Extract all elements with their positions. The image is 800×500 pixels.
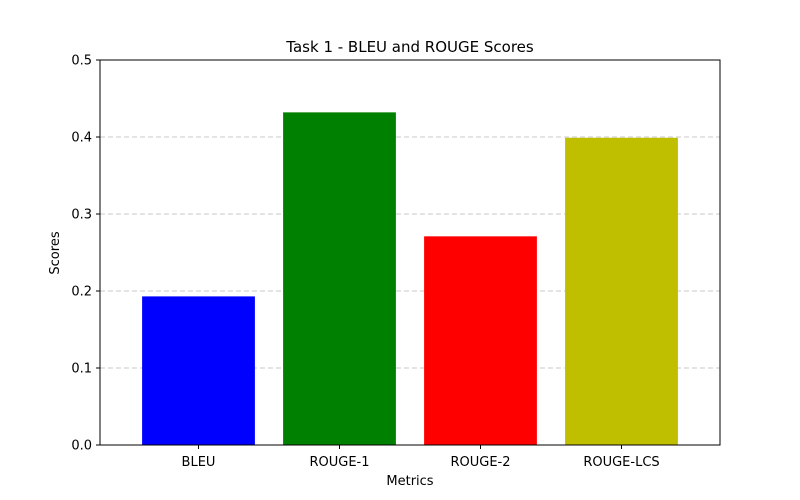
y-tick-label: 0.1 bbox=[71, 362, 92, 377]
y-tick-label: 0.2 bbox=[71, 285, 92, 300]
bar-rouge-1 bbox=[283, 112, 396, 446]
chart-title: Task 1 - BLEU and ROUGE Scores bbox=[285, 38, 534, 56]
bar-rouge-lcs bbox=[565, 137, 678, 445]
plot-area-frame bbox=[99, 59, 721, 446]
y-axis-ticks: 0.0 0.1 0.2 0.3 0.4 0.5 bbox=[71, 54, 100, 454]
x-tick-label: ROUGE-LCS bbox=[583, 455, 659, 470]
x-axis-ticks: BLEU ROUGE-1 ROUGE-2 ROUGE-LCS bbox=[182, 445, 660, 470]
x-tick-label: BLEU bbox=[182, 455, 216, 470]
y-tick-label: 0.0 bbox=[71, 439, 92, 454]
bar-rouge-2 bbox=[424, 236, 537, 445]
y-axis-label: Scores bbox=[48, 231, 63, 274]
bars bbox=[142, 112, 678, 446]
x-tick-label: ROUGE-1 bbox=[309, 455, 369, 470]
bar-bleu bbox=[142, 296, 255, 445]
x-tick-label: ROUGE-2 bbox=[450, 455, 510, 470]
y-tick-label: 0.5 bbox=[71, 54, 92, 69]
y-tick-label: 0.3 bbox=[71, 208, 92, 223]
y-tick-label: 0.4 bbox=[71, 131, 92, 146]
x-axis-label: Metrics bbox=[386, 474, 433, 489]
